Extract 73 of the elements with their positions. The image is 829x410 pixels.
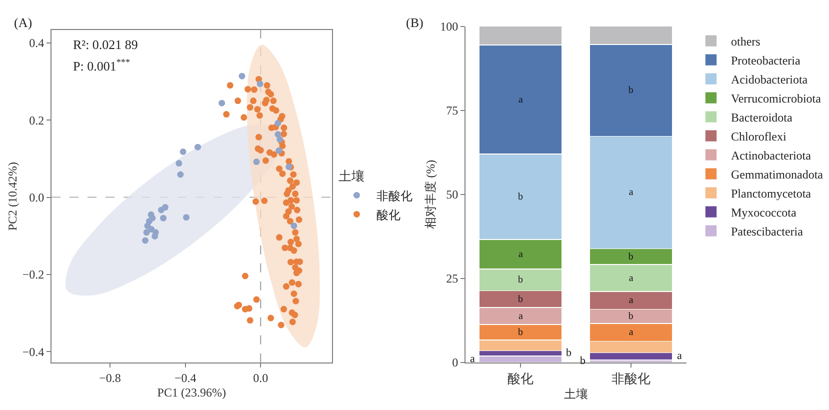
legend-label: Patescibacteria <box>731 224 804 238</box>
legend-title: 土壤 <box>338 168 365 184</box>
data-label: a <box>677 350 682 362</box>
y-tick-label: 0.4 <box>29 36 44 50</box>
y-tick-label: −0.4 <box>22 344 44 359</box>
data-label: a <box>628 187 634 198</box>
y-tick-label: 25 <box>446 272 458 286</box>
data-label: b <box>566 347 572 359</box>
legend-label: Actinobacteriota <box>731 148 812 162</box>
point <box>253 158 260 166</box>
y-axis-title: 相对丰度 (%) <box>423 160 438 229</box>
text: (A) <box>14 15 32 30</box>
point <box>194 144 201 150</box>
x-axis-title: 土壤 <box>564 386 588 401</box>
point <box>158 206 164 214</box>
legend-label: 非酸化 <box>376 188 413 203</box>
y-tick-label: 0.0 <box>29 190 44 204</box>
point <box>290 222 298 230</box>
data-label: a <box>518 310 524 322</box>
point <box>180 148 186 155</box>
legend-label: Chloroflexi <box>731 129 787 144</box>
x-tick-label: −0.4 <box>174 370 196 385</box>
data-label: b <box>628 85 634 96</box>
x-tick-label: −0.8 <box>99 370 121 385</box>
legend-label: Verrucomicrobiota <box>731 91 822 106</box>
point <box>177 171 184 178</box>
point <box>152 233 158 240</box>
x-tick-label: 非酸化 <box>612 371 651 386</box>
text: (B) <box>406 15 424 30</box>
y-tick-label: −0.2 <box>22 268 44 282</box>
point <box>276 147 282 154</box>
y-tick-label: 50 <box>446 188 458 202</box>
x-axis-title: PC1 (23.96%) <box>157 386 226 400</box>
legend-label: Gemmatimonadota <box>731 167 824 182</box>
y-tick-label: 100 <box>440 20 458 34</box>
y-tick-label: 0 <box>452 356 458 370</box>
point <box>142 237 148 244</box>
data-label: b <box>518 326 523 338</box>
y-tick-label: 0.2 <box>29 113 44 128</box>
data-label: a <box>518 94 524 106</box>
point <box>218 100 226 106</box>
point <box>160 214 167 222</box>
point <box>143 229 150 236</box>
annotation: P: 0.001$^{***}$ <box>73 57 130 74</box>
legend-label: others <box>731 34 761 48</box>
x-tick-label: 酸化 <box>508 371 534 386</box>
point <box>256 80 264 88</box>
data-label: a <box>628 295 634 306</box>
data-label: a <box>628 327 634 338</box>
point <box>183 214 190 221</box>
data-label: b <box>628 311 634 322</box>
legend-label: Myxococcota <box>731 205 797 220</box>
annotation: R²: 0.021 89 <box>73 37 138 52</box>
data-label: b <box>580 355 586 367</box>
data-label: b <box>628 251 634 262</box>
point <box>238 72 246 80</box>
legend-label: Acidobacteriota <box>731 72 808 86</box>
legend-label: Planctomycetota <box>731 186 812 200</box>
x-tick-label: 0.0 <box>253 370 268 385</box>
data-label: a <box>628 272 634 284</box>
legend-label: Bacteroidota <box>731 110 793 124</box>
data-label: b <box>518 274 523 286</box>
data-label: b <box>518 294 523 305</box>
data-label: a <box>470 353 475 365</box>
point <box>176 160 182 167</box>
legend-label: 酸化 <box>376 208 401 222</box>
point <box>276 136 284 143</box>
y-tick-label: 75 <box>446 104 458 118</box>
data-label: a <box>518 248 524 260</box>
point <box>274 120 282 126</box>
data-label: b <box>518 191 523 202</box>
legend-label: Proteobacteria <box>731 53 801 68</box>
y-axis-title: PC2 (10.42%) <box>6 162 20 231</box>
